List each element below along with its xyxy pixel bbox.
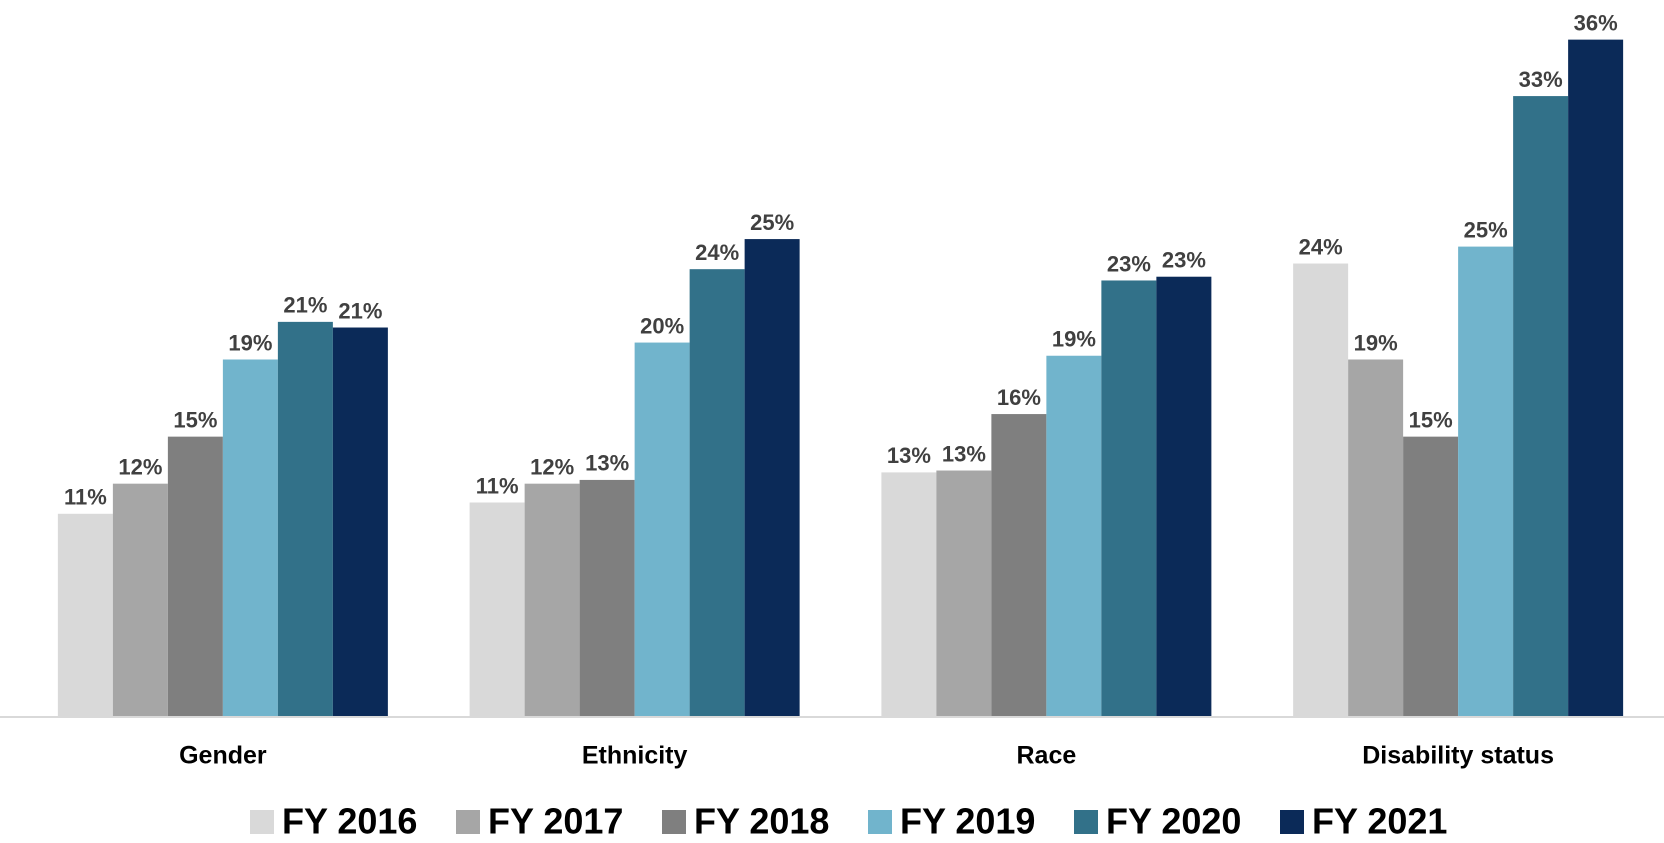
bar — [524, 483, 580, 717]
bar — [579, 479, 635, 717]
legend-swatch — [250, 810, 274, 834]
bar — [469, 502, 525, 717]
x-tick-label: Race — [1016, 742, 1076, 770]
bar — [1348, 359, 1404, 717]
legend-swatch — [1280, 810, 1304, 834]
bar — [1403, 436, 1459, 717]
legend-label: FY 2017 — [488, 801, 623, 842]
data-label: 19% — [1052, 327, 1096, 352]
bar — [936, 470, 992, 717]
data-label: 25% — [1464, 217, 1508, 242]
data-label: 11% — [64, 485, 107, 510]
bar — [1458, 246, 1514, 717]
data-label: 23% — [1107, 251, 1151, 276]
bar — [222, 359, 278, 717]
data-label: 24% — [1299, 234, 1343, 259]
data-label: 11% — [476, 473, 519, 498]
bar — [57, 513, 113, 717]
data-label: 19% — [228, 330, 272, 355]
bar — [634, 342, 690, 717]
data-label: 24% — [695, 240, 739, 265]
legend-label: FY 2016 — [282, 801, 417, 842]
data-label: 33% — [1519, 67, 1563, 92]
data-label: 25% — [750, 210, 794, 235]
bar — [1568, 39, 1624, 717]
data-label: 36% — [1574, 10, 1618, 35]
data-label: 21% — [283, 293, 327, 318]
data-label: 13% — [585, 451, 629, 476]
data-label: 13% — [942, 441, 986, 466]
bar — [689, 269, 745, 717]
bar — [1156, 276, 1212, 717]
data-label: 20% — [640, 313, 684, 338]
bar — [1513, 96, 1569, 717]
data-label: 21% — [338, 298, 382, 323]
data-label: 19% — [1354, 330, 1398, 355]
data-label: 12% — [118, 454, 162, 479]
legend-label: FY 2021 — [1312, 801, 1447, 842]
x-tick-label: Ethnicity — [582, 742, 688, 770]
legend-swatch — [456, 810, 480, 834]
bar — [277, 321, 333, 717]
bar — [1293, 263, 1349, 717]
bar — [332, 327, 388, 717]
bar — [881, 472, 937, 717]
bar — [991, 414, 1047, 717]
x-tick-label: Disability status — [1362, 742, 1554, 770]
legend-swatch — [868, 810, 892, 834]
bar — [744, 239, 800, 717]
data-label: 23% — [1162, 248, 1206, 273]
legend-label: FY 2019 — [900, 801, 1035, 842]
legend-swatch — [1074, 810, 1098, 834]
data-label: 15% — [1409, 407, 1453, 432]
bar — [1101, 280, 1157, 717]
data-label: 15% — [173, 407, 217, 432]
bar — [167, 436, 223, 717]
bar — [1046, 355, 1102, 717]
data-label: 12% — [530, 454, 574, 479]
data-label: 16% — [997, 385, 1041, 410]
legend-label: FY 2018 — [694, 801, 829, 842]
data-label: 13% — [887, 443, 931, 468]
x-tick-label: Gender — [179, 742, 267, 770]
bar — [112, 483, 168, 717]
legend-label: FY 2020 — [1106, 801, 1241, 842]
legend-swatch — [662, 810, 686, 834]
